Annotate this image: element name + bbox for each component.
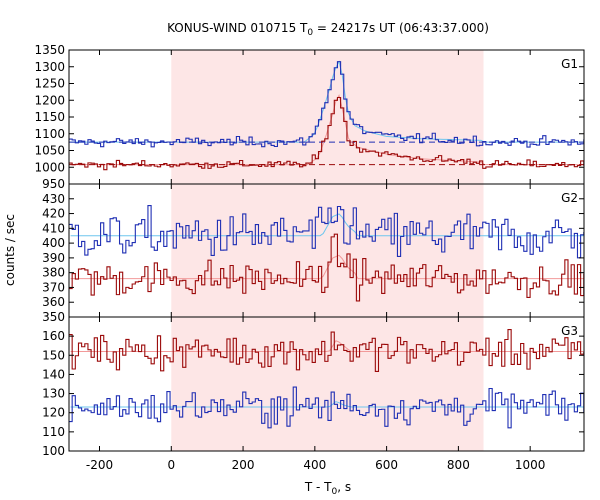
y-tick-label: 950 [42,177,65,191]
svg-text:T - T0, s: T - T0, s [304,480,351,497]
fit-line-1 [70,340,584,352]
y-tick-label: 150 [42,348,65,362]
title-suffix: = 24217s UT (06:43:37.000) [313,21,489,35]
light-curve-2 [69,386,584,429]
y-tick-label: 1150 [34,110,65,124]
y-tick-label: 410 [42,221,65,235]
shaded-interval [171,184,484,317]
y-tick-label: 1050 [34,144,65,158]
plot-area: 95010001050110011501200125013001350G1350… [34,43,585,472]
y-tick-label: 1100 [34,127,65,141]
panel-label: G1 [561,57,578,71]
light-curve-2 [69,96,584,171]
y-tick-label: 1350 [34,43,65,57]
title: KONUS-WIND 010715 T0 = 24217s UT (06:43:… [167,21,489,38]
shaded-interval [171,50,484,184]
x-tick-label: 1000 [515,458,546,472]
light-curve-1 [69,61,584,148]
y-tick-label: 1300 [34,60,65,74]
panel-g1: 950 1000 1050 1100 1150 1200 1250 1300 1350 G1 [34,43,585,191]
title-prefix: KONUS-WIND 010715 T [167,21,308,35]
x-tick-label: 800 [447,458,470,472]
series-group [69,328,584,429]
xlabel-subscript: 0 [332,487,338,497]
fit-line-1 [70,213,584,237]
y-tick-label: 400 [42,236,65,250]
panel-label: G2 [561,191,578,205]
xlabel-suffix: , s [337,480,351,494]
panel-g3: 100 110 120 130 140 150 160 G3 [42,316,585,458]
series-group [69,205,584,302]
title-subscript: 0 [307,28,313,38]
y-tick-label: 120 [42,406,65,420]
y-tick-label: 350 [42,310,65,324]
x-tick-label: -200 [86,458,113,472]
shaded-interval [171,317,484,451]
panel-frame [68,316,585,452]
light-curve-1 [69,205,584,259]
y-tick-label: 380 [42,266,65,280]
y-tick-label: 1200 [34,93,65,107]
y-tick-label: 1000 [34,160,65,174]
light-curve-1 [69,328,584,372]
x-tick-label: 600 [375,458,398,472]
y-tick-label: 370 [42,280,65,294]
y-tick-label: 160 [42,329,65,343]
y-tick-label: 140 [42,367,65,381]
y-tick-label: 390 [42,251,65,265]
x-tick-label: 200 [232,458,255,472]
svg-text:KONUS-WIND 010715 T0 = 24217s: KONUS-WIND 010715 T0 = 24217s UT (06:43:… [167,21,489,38]
x-tick-label: 400 [303,458,326,472]
x-tick-labels: -200 0 200 400 600 800 1000 [86,458,546,472]
y-tick-label: 360 [42,295,65,309]
panel-label: G3 [561,324,578,338]
y-tick-label: 1250 [34,77,65,91]
x-tick-label: 0 [167,458,175,472]
y-tick-label: 100 [42,444,65,458]
light-curve-2 [69,233,584,302]
y-tick-label: 430 [42,192,65,206]
x-axis-title: T - T0, s [304,480,351,497]
y-tick-label: 130 [42,387,65,401]
series-group [69,60,584,171]
xlabel-prefix: T - T [304,480,332,494]
y-tick-label: 110 [42,425,65,439]
y-tick-label: 420 [42,207,65,221]
y-axis-title: counts / sec [3,214,17,286]
